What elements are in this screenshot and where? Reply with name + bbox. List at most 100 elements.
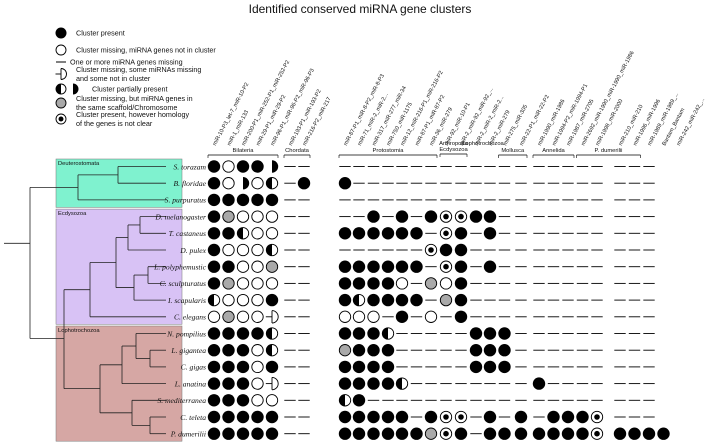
matrix-cell [251, 377, 264, 390]
matrix-cell [381, 227, 395, 240]
matrix-cell [265, 243, 279, 257]
matrix-cell [367, 344, 380, 357]
species-label: S. mediterranea [157, 396, 206, 405]
presence-matrix [207, 160, 670, 440]
matrix-cell [207, 277, 221, 290]
matrix-cell [236, 243, 250, 257]
matrix-cell [454, 227, 468, 240]
matrix-cell [454, 310, 468, 323]
matrix-cell [469, 344, 483, 357]
matrix-row [207, 310, 655, 324]
matrix-cell [222, 310, 235, 323]
matrix-cell [454, 260, 468, 273]
matrix-cell [381, 410, 395, 424]
group-bracket: Mollusca [498, 148, 528, 158]
matrix-cell [469, 210, 483, 223]
matrix-cell [251, 310, 264, 323]
matrix-cell [657, 427, 670, 440]
matrix-cell [251, 344, 264, 357]
clade-label: Lophotrochozoa [58, 328, 100, 334]
matrix-cell [251, 177, 264, 190]
legend-label: the same scaffold/Chromosome [76, 103, 177, 112]
legend-item: Cluster present [55, 27, 125, 39]
legend-item: Cluster missing, miRNA genes not in clus… [55, 44, 216, 56]
matrix-cell [483, 260, 497, 273]
matrix-cell [352, 260, 366, 273]
matrix-cell [532, 427, 546, 440]
legend: Cluster present Cluster missing, miRNA ge… [55, 27, 216, 128]
matrix-row [207, 177, 655, 190]
matrix-cell [236, 277, 250, 290]
group-bracket: P. dumerilii [576, 148, 641, 158]
matrix-cell [454, 293, 468, 307]
legend-ring-symbol [55, 113, 67, 125]
matrix-cell [514, 427, 528, 440]
matrix-cell [576, 427, 589, 440]
matrix-cell [367, 210, 380, 223]
matrix-cell [469, 360, 483, 374]
matrix-row [207, 327, 655, 340]
matrix-cell [251, 277, 264, 290]
species-label: P. dumerilii [170, 430, 206, 439]
matrix-cell [367, 277, 380, 290]
matrix-cell [265, 344, 279, 357]
matrix-cell [367, 260, 380, 273]
matrix-cell [367, 310, 380, 323]
matrix-cell [338, 260, 352, 273]
matrix-cell [236, 227, 250, 240]
legend-grey-symbol [55, 97, 67, 109]
matrix-cell [222, 160, 235, 173]
matrix-cell [352, 360, 366, 374]
matrix-cell [265, 277, 279, 290]
species-label: L. gigantea [170, 346, 206, 355]
matrix-cell [265, 177, 279, 190]
column-headers: miR-10-P3_let-7_miR-10-P2miR-1_miR-133mi… [212, 50, 706, 147]
matrix-cell [338, 360, 352, 374]
matrix-row [207, 193, 655, 207]
matrix-cell [251, 427, 264, 440]
column-groups: Bilateria Chordata Protostomia ArthropodaEc… [207, 141, 641, 158]
matrix-cell [352, 310, 366, 323]
species-label: N. pompilius [166, 329, 206, 338]
group-label: Ecdysozoa [439, 147, 468, 153]
group-bracket: Annelida [532, 148, 575, 158]
matrix-cell [207, 327, 221, 340]
matrix-cell [381, 344, 395, 357]
matrix-cell [352, 377, 366, 390]
matrix-row [207, 160, 655, 173]
species-label: D. pulex [179, 246, 206, 255]
matrix-cell [381, 427, 395, 440]
matrix-cell [367, 410, 380, 424]
matrix-cell [395, 310, 409, 323]
group-bracket: Arthropoda [439, 141, 468, 147]
matrix-cell [222, 344, 235, 357]
matrix-cell [222, 227, 235, 240]
matrix-cell [251, 327, 264, 340]
matrix-cell [395, 427, 409, 440]
matrix-cell [498, 344, 511, 357]
matrix-cell [338, 227, 352, 240]
matrix-cell [561, 427, 575, 440]
group-bracket: Protostomia [338, 148, 438, 158]
matrix-cell [222, 377, 235, 390]
group-bracket: Chordata [283, 148, 311, 158]
clade-label: Deuterostomata [58, 161, 100, 167]
matrix-cell [207, 160, 221, 173]
matrix-cell [367, 377, 380, 390]
matrix-cell [236, 344, 250, 357]
matrix-cell [410, 293, 423, 307]
matrix-cell [222, 177, 235, 190]
matrix-cell [561, 410, 575, 424]
matrix-cell [395, 410, 409, 424]
matrix-cell [483, 227, 497, 240]
matrix-row [207, 260, 655, 273]
matrix-cell [410, 427, 423, 440]
matrix-row [207, 376, 655, 391]
matrix-cell [498, 327, 511, 340]
matrix-cell [265, 260, 279, 273]
matrix-cell [338, 293, 352, 307]
legend-label: Cluster partially present [92, 85, 168, 94]
matrix-cell [439, 293, 453, 307]
